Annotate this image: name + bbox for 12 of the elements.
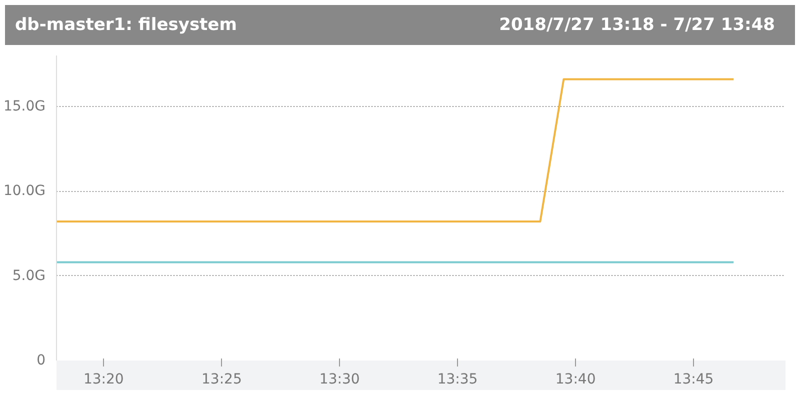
x-tick-label: 13:45 [673, 372, 714, 388]
y-tick-label: 0 [36, 352, 46, 368]
y-tick-label: 10.0G [3, 183, 46, 200]
x-tick-label: 13:40 [555, 372, 596, 388]
x-tick-label: 13:20 [83, 372, 124, 388]
chart-title: db-master1: filesystem [15, 14, 237, 37]
y-tick-label: 15.0G [3, 98, 46, 114]
x-tick-label: 13:35 [437, 372, 478, 388]
x-tick-label: 13:30 [319, 372, 360, 388]
y-tick-label: 5.0G [12, 268, 46, 284]
chart-subtitle: 2018/7/27 13:18 - 7/27 13:48 [499, 14, 775, 37]
x-tick-label: 13:25 [202, 372, 242, 388]
